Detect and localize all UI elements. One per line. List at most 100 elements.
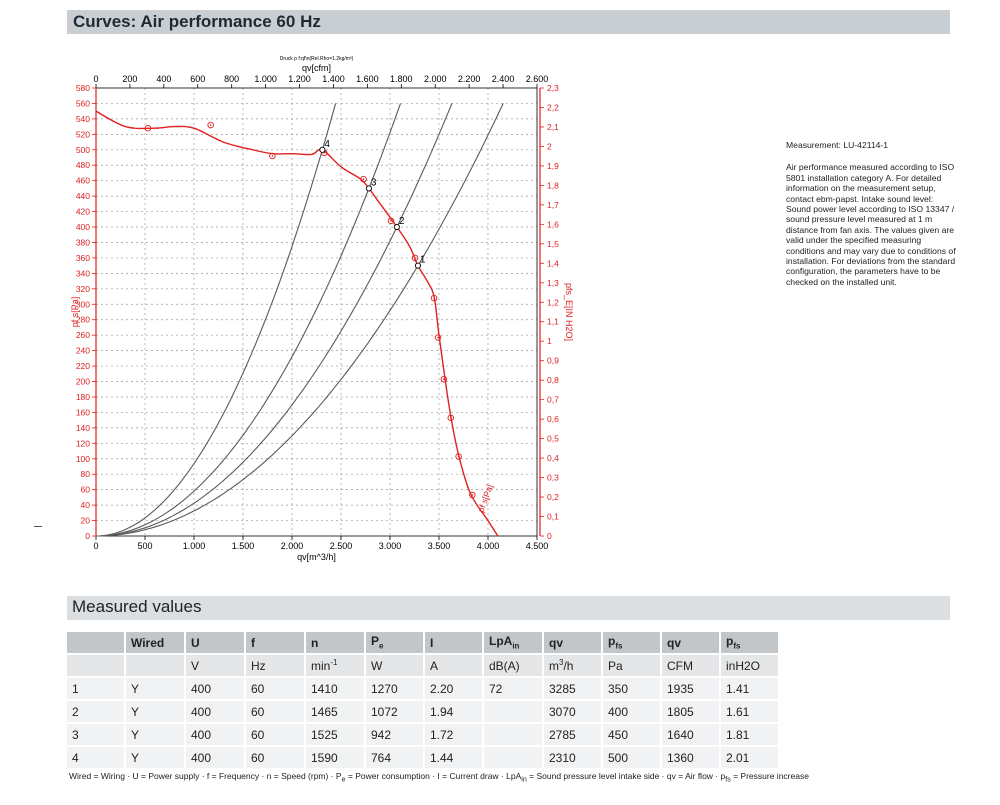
fan-curve-marker-dot [323, 152, 326, 154]
x-tick-label: 0 [93, 541, 98, 551]
y-tick-label: 460 [76, 176, 90, 186]
fan-curve [95, 110, 499, 537]
y-right-tick-label: 1,8 [547, 180, 559, 190]
fan-curve-marker [360, 175, 367, 183]
y-tick-label: 140 [76, 423, 90, 433]
fan-curve-marker [387, 217, 395, 225]
plot-frame [95, 87, 538, 537]
table-cell: Y [125, 700, 186, 724]
y-tick-label: 360 [76, 253, 90, 263]
system-curve [95, 103, 453, 537]
y-right-tick-label: 1,7 [547, 200, 559, 210]
y-tick-label: 0 [85, 531, 90, 541]
fan-curve-marker-dot [209, 124, 212, 126]
fan-curve-marker [440, 375, 448, 383]
table-cell: CFM [661, 654, 721, 678]
y-tick-label: 440 [76, 191, 90, 201]
table-cell: Y [125, 677, 186, 701]
table-cell: 1805 [661, 700, 721, 724]
fan-curve-marker-dot [449, 417, 452, 419]
table-cell: 60 [245, 746, 306, 770]
system-curve [95, 103, 402, 537]
table-cell: 2.01 [720, 746, 780, 770]
table-cell: dB(A) [483, 654, 544, 678]
table-cell: 1.72 [424, 723, 484, 747]
y-tick-label: 400 [76, 222, 90, 232]
table-cell: LpAin [483, 632, 544, 655]
table-cell: A [424, 654, 484, 678]
system-curve [95, 103, 504, 537]
table-cell: 400 [185, 746, 246, 770]
y-right-tick-label: 0,2 [547, 492, 559, 502]
y-axis-title: pf s[Pa] [70, 297, 80, 328]
y-tick-label: 580 [76, 83, 90, 93]
measured-section-header: Measured values [67, 596, 950, 620]
table-cell [67, 632, 126, 655]
table-cell: 1.41 [720, 677, 780, 701]
x-axis-title: qv[m^3/h] [297, 552, 336, 562]
y-tick-label: 240 [76, 346, 90, 356]
x-top-tick-label: 1.600 [356, 74, 379, 84]
x-tick-label: 1.500 [232, 541, 255, 551]
table-row: 4 Y 400 60 1590 764 1.44 2310 500 1360 2.01 [67, 746, 780, 770]
margin-dash [34, 526, 42, 527]
x-top-axis-title: qv[cfm] [302, 63, 331, 73]
table-row: 3 Y 400 60 1525 942 1.72 2785 450 1640 1.81 [67, 723, 780, 747]
table-cell: 1410 [305, 677, 366, 701]
fan-curve-marker-dot [437, 336, 439, 339]
table-cell: 2785 [543, 723, 603, 747]
table-cell: Pa [602, 654, 662, 678]
x-tick-label: 1.000 [183, 541, 206, 551]
y-tick-label: 220 [76, 361, 90, 371]
fan-curve-marker-dot [433, 297, 435, 299]
fan-curve-marker [434, 334, 442, 341]
y-right-axis-title: pfs_E[IN H2O] [564, 283, 574, 341]
fan-curve-label: pf s[Pa] [476, 483, 495, 514]
y-right-tick-label: 0,6 [547, 414, 559, 424]
y-right-tick-label: 2,2 [547, 102, 559, 112]
y-right-tick-label: 1,6 [547, 219, 559, 229]
y-tick-label: 320 [76, 284, 90, 294]
x-top-tick-label: 1.200 [288, 74, 311, 84]
operating-point-label: 1 [420, 255, 426, 266]
table-cell: 60 [245, 700, 306, 724]
y-tick-label: 560 [76, 98, 90, 108]
y-tick-label: 160 [76, 407, 90, 417]
table-cell: 764 [365, 746, 425, 770]
table-cell: 1.94 [424, 700, 484, 724]
fan-curve-marker-dot [457, 455, 460, 458]
operating-point-label: 3 [371, 177, 377, 188]
y-tick-label: 300 [76, 299, 90, 309]
y-right-tick-label: 0 [547, 531, 552, 541]
x-top-tick-label: 1.800 [390, 74, 413, 84]
table-cell [67, 654, 126, 678]
x-top-tick-label: 2.200 [458, 74, 481, 84]
table-cell: 1935 [661, 677, 721, 701]
fan-curve-marker-dot [362, 178, 365, 180]
table-cell: 1465 [305, 700, 366, 724]
y-tick-label: 120 [76, 438, 90, 448]
table-cell: 500 [602, 746, 662, 770]
fan-curve-marker [430, 294, 438, 302]
table-row: 1 Y 400 60 1410 1270 2.20 72 3285 350 1935 1.41 [67, 677, 780, 701]
y-right-tick-label: 0,5 [547, 434, 559, 444]
y-right-tick-label: 1,1 [547, 317, 559, 327]
y-tick-label: 200 [76, 377, 90, 387]
y-right-tick-label: 0,4 [547, 453, 559, 463]
table-cell: 1360 [661, 746, 721, 770]
table-cell: f [245, 632, 306, 655]
x-top-tick-label: 2.000 [424, 74, 447, 84]
x-top-tick-label: 2.600 [526, 74, 549, 84]
curves-section-header: Curves: Air performance 60 Hz [67, 10, 950, 34]
table-cell: I [424, 632, 484, 655]
measurement-id: Measurement: LU-42114-1 [786, 140, 889, 150]
x-top-tick-label: 1.400 [322, 74, 345, 84]
table-cell: 1.81 [720, 723, 780, 747]
x-tick-label: 4.000 [477, 541, 500, 551]
x-top-tick-label: 0 [93, 74, 98, 84]
table-row: 2 Y 400 60 1465 1072 1.94 3070 400 1805 1.61 [67, 700, 780, 724]
y-right-tick-label: 1,2 [547, 297, 559, 307]
fan-curve-marker [411, 254, 419, 262]
